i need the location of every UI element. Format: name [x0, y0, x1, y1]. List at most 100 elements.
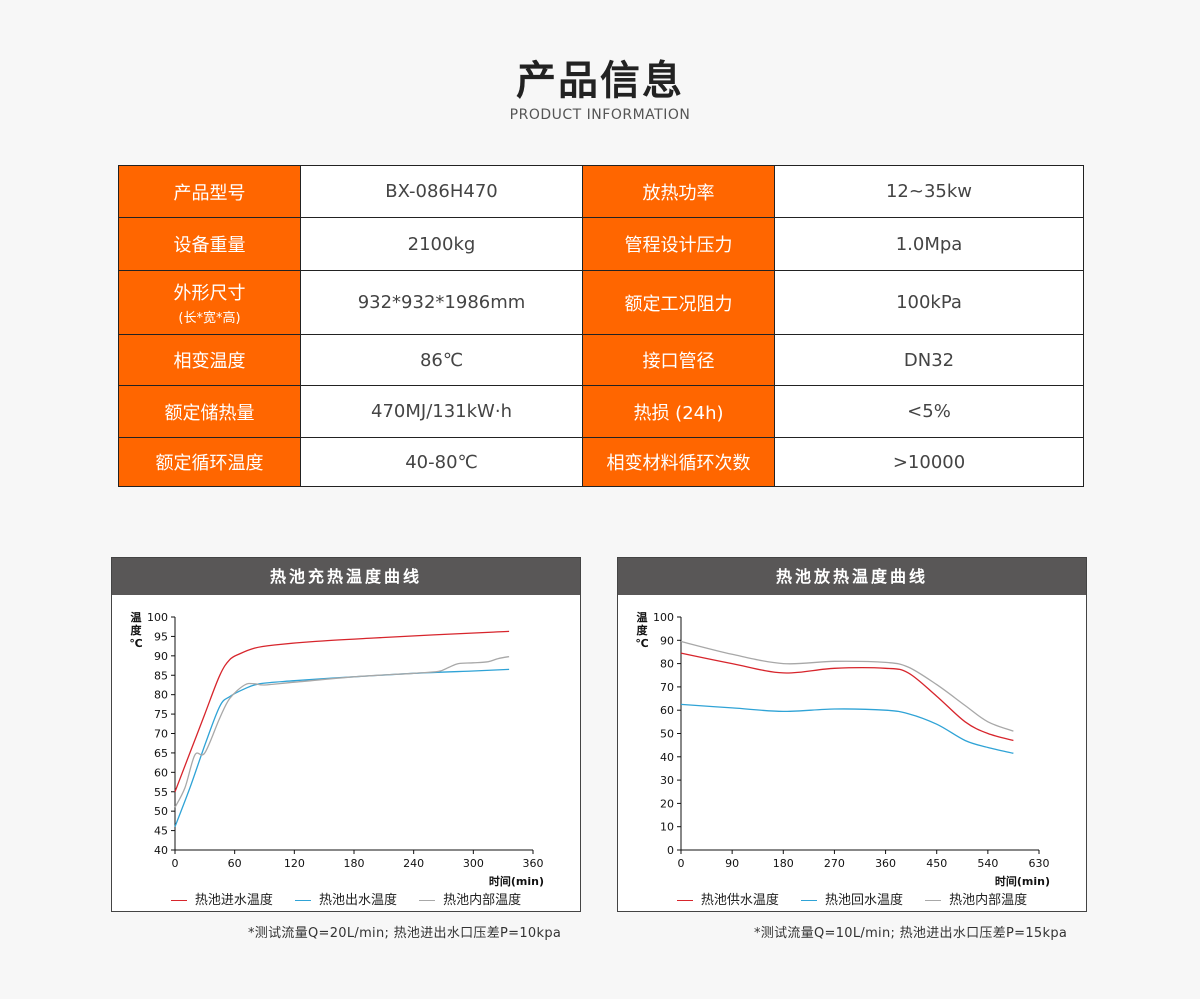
y-tick-label: 45 [154, 825, 168, 838]
spec-value: <5% [774, 385, 1084, 438]
charge-test-note: *测试流量Q=20L/min; 热池进出水口压差P=10kpa [248, 926, 562, 941]
legend-item: 热池进水温度 [170, 889, 273, 908]
y-tick-label: 40 [154, 844, 168, 857]
y-axis-title: 度 [637, 623, 649, 637]
y-tick-label: 60 [660, 704, 674, 717]
spec-value: 1.0Mpa [774, 217, 1084, 271]
x-tick-label: 0 [172, 857, 179, 870]
spec-table: 产品型号 BX-086H470 放热功率 12~35kw 设备重量 2100kg… [118, 165, 1084, 487]
legend-item: 热池内部温度 [419, 889, 521, 908]
charge-chart: 40 45 50 55 60 65 70 75 80 85 90 95 100 0 60 120 180 240 3… [129, 610, 544, 888]
spec-value: 470MJ/131kW·h [300, 385, 583, 438]
y-tick-label: 20 [660, 797, 674, 810]
series-line [680, 703, 1014, 754]
series-line [174, 668, 510, 827]
spec-value: 86℃ [300, 334, 583, 386]
charge-chart-title: 热池充热温度曲线 [112, 558, 580, 595]
spec-label-cell: 外形尺寸 (长*宽*高) [118, 270, 301, 335]
y-tick-label: 100 [653, 611, 674, 624]
legend-swatch [800, 900, 817, 901]
legend-label: 热池内部温度 [443, 893, 522, 908]
legend-label: 热池回水温度 [824, 893, 903, 908]
y-tick-label: 95 [154, 630, 168, 643]
y-tick-label: 80 [154, 689, 168, 702]
legend-item: 热池内部温度 [925, 889, 1027, 908]
spec-row: 额定循环温度 40-80℃ 相变材料循环次数 >10000 [118, 437, 1084, 487]
legend-swatch [294, 900, 311, 901]
x-tick-label: 300 [463, 857, 484, 870]
y-tick-label: 10 [660, 821, 674, 834]
y-tick-label: 30 [660, 774, 674, 787]
y-tick-label: 90 [154, 650, 168, 663]
x-tick-label: 540 [977, 857, 998, 870]
spec-label: 额定储热量 [118, 385, 301, 438]
y-axis-title: 温 [637, 610, 648, 624]
discharge-chart-panel: 热池放热温度曲线 0 10 20 30 40 50 60 70 80 90 100 0 90 180 270… [617, 557, 1087, 912]
series-line [680, 640, 1014, 732]
y-axis-title: 度 [131, 623, 143, 637]
discharge-chart-title: 热池放热温度曲线 [618, 558, 1086, 595]
series-line [174, 655, 510, 808]
x-axis-title: 时间(min) [489, 874, 544, 888]
x-tick-label: 0 [678, 857, 685, 870]
y-axis-title: 温 [131, 610, 142, 624]
legend-swatch [170, 900, 187, 901]
spec-label: 相变温度 [118, 334, 301, 386]
x-tick-label: 120 [284, 857, 305, 870]
y-axis-title: ℃ [129, 637, 142, 650]
spec-label: 设备重量 [118, 217, 301, 271]
legend-swatch [925, 900, 942, 901]
y-tick-label: 50 [154, 805, 168, 818]
legend-label: 热池出水温度 [318, 893, 397, 908]
x-tick-label: 270 [824, 857, 845, 870]
legend-swatch [676, 900, 693, 901]
y-tick-label: 55 [154, 786, 168, 799]
x-tick-label: 90 [725, 857, 739, 870]
spec-value: 40-80℃ [300, 437, 583, 487]
spec-row: 额定储热量 470MJ/131kW·h 热损 (24h) <5% [118, 385, 1084, 438]
y-tick-label: 0 [667, 844, 674, 857]
spec-value: DN32 [774, 334, 1084, 386]
x-tick-label: 630 [1029, 857, 1050, 870]
spec-label: 产品型号 [118, 165, 301, 218]
spec-value: 932*932*1986mm [300, 270, 583, 335]
y-tick-label: 85 [154, 669, 168, 682]
y-tick-label: 70 [660, 681, 674, 694]
spec-value: 2100kg [300, 217, 583, 271]
discharge-chart: 0 10 20 30 40 50 60 70 80 90 100 0 90 180 270 360 450 540… [635, 610, 1050, 888]
y-tick-label: 90 [660, 634, 674, 647]
page-subtitle: PRODUCT INFORMATION [509, 107, 691, 123]
spec-value: BX-086H470 [300, 165, 583, 218]
spec-label: 外形尺寸 [173, 283, 246, 304]
spec-value: 100kPa [774, 270, 1084, 335]
page-title: 产品信息 [516, 58, 684, 104]
y-tick-label: 70 [154, 728, 168, 741]
spec-label: 放热功率 [582, 165, 775, 218]
charge-chart-legend: 热池进水温度 热池出水温度 热池内部温度 [112, 889, 580, 908]
charge-chart-panel: 热池充热温度曲线 40 45 50 55 60 65 70 75 80 85 90 95 100 0 60 1… [111, 557, 581, 912]
spec-value: 12~35kw [774, 165, 1084, 218]
x-tick-label: 360 [523, 857, 544, 870]
series-line [174, 630, 510, 793]
legend-label: 热池进水温度 [194, 893, 273, 908]
spec-value: >10000 [774, 437, 1084, 487]
spec-row: 设备重量 2100kg 管程设计压力 1.0Mpa [118, 217, 1084, 271]
spec-row: 产品型号 BX-086H470 放热功率 12~35kw [118, 165, 1084, 218]
discharge-test-note: *测试流量Q=10L/min; 热池进出水口压差P=15kpa [754, 926, 1068, 941]
y-tick-label: 100 [147, 611, 168, 624]
y-tick-label: 60 [154, 766, 168, 779]
x-tick-label: 180 [773, 857, 794, 870]
spec-label: 额定循环温度 [118, 437, 301, 487]
y-tick-label: 65 [154, 747, 168, 760]
x-tick-label: 240 [403, 857, 424, 870]
series-line [680, 652, 1014, 742]
legend-item: 热池供水温度 [676, 889, 779, 908]
y-axis-title: ℃ [635, 637, 648, 650]
legend-swatch [419, 900, 436, 901]
spec-label: 相变材料循环次数 [582, 437, 775, 487]
legend-label: 热池内部温度 [949, 893, 1028, 908]
discharge-chart-legend: 热池供水温度 热池回水温度 热池内部温度 [618, 889, 1086, 908]
x-tick-label: 180 [344, 857, 365, 870]
y-tick-label: 80 [660, 658, 674, 671]
legend-label: 热池供水温度 [700, 893, 779, 908]
